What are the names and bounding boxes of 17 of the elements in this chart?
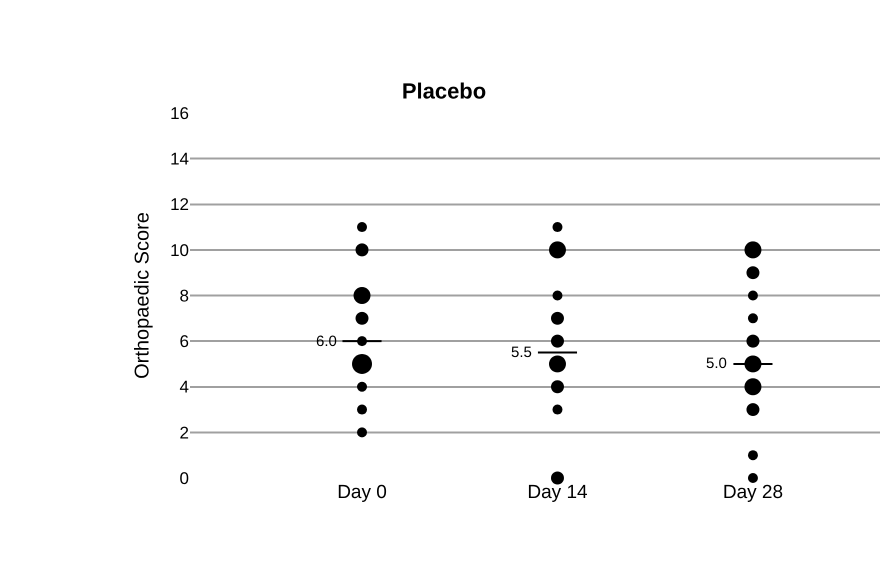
y-tick-label: 0 [180,468,189,488]
chart-title: Placebo [402,78,486,104]
y-axis-title: Orthopaedic Score [132,212,154,379]
y-tick-label: 4 [180,378,189,397]
annotation: 6.0 [316,333,337,350]
annotation: 5.5 [511,344,532,361]
y-tick-label: 8 [180,286,189,306]
x-tick-label: Day 14 [527,482,588,503]
annotation: 5.0 [706,355,727,372]
y-tick-label: 16 [170,104,189,123]
y-tick-label: 2 [180,423,189,442]
y-tick-label: 12 [170,195,189,214]
x-tick-label: Day 28 [722,482,784,503]
y-tick-label: 14 [170,150,189,169]
x-tick-label: Day 0 [337,482,387,503]
y-tick-label: 10 [170,240,189,260]
y-tick-label: 6 [180,332,189,352]
